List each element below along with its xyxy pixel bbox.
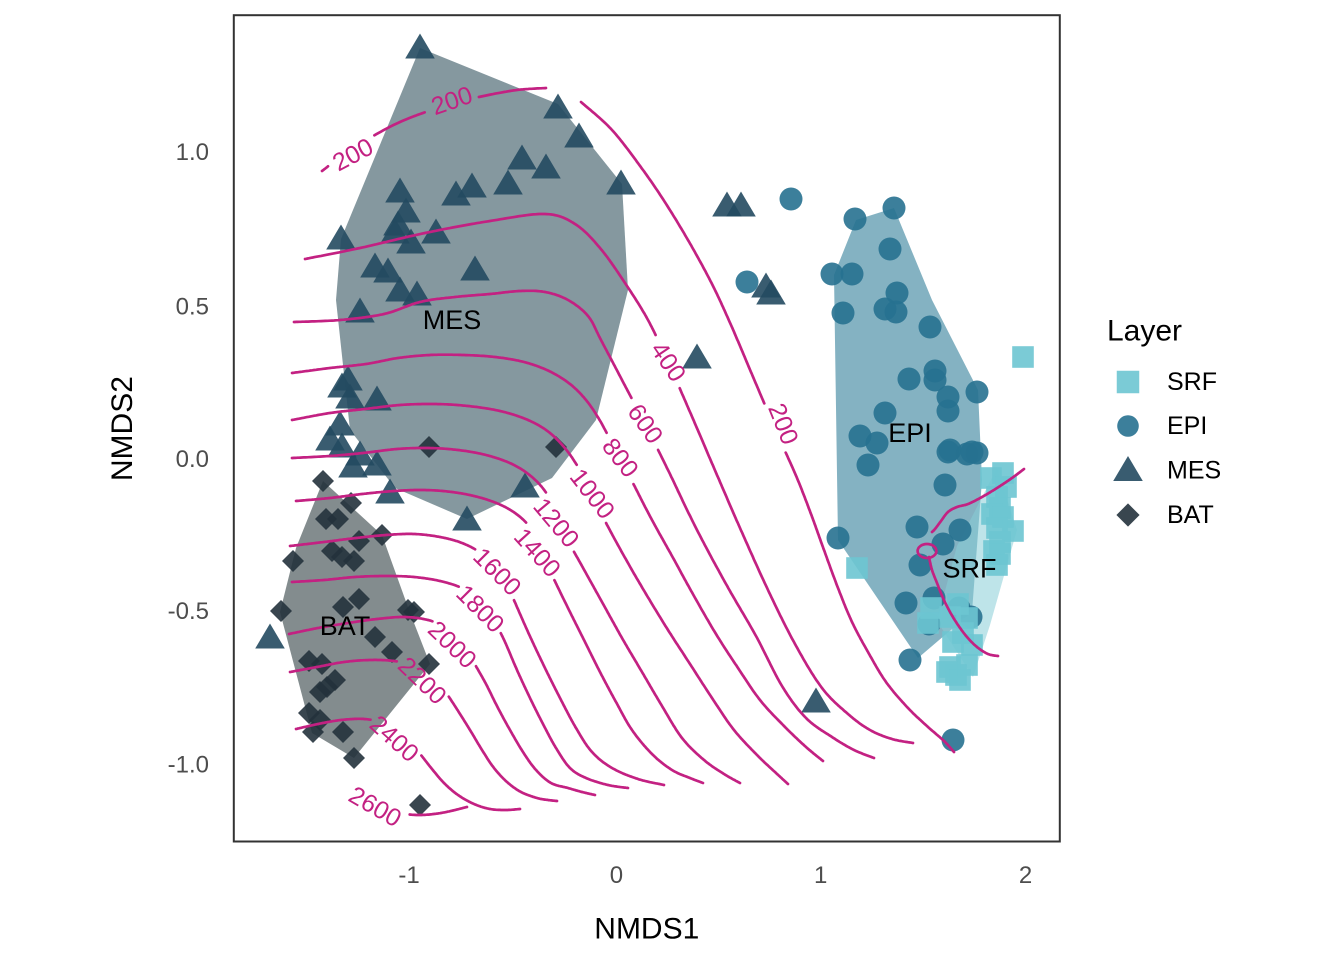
- svg-text:-0.5: -0.5: [168, 598, 209, 625]
- svg-text:1.0: 1.0: [176, 139, 209, 166]
- svg-text:NMDS1: NMDS1: [594, 913, 699, 946]
- svg-text:NMDS2: NMDS2: [106, 376, 139, 481]
- svg-text:SRF: SRF: [1167, 368, 1217, 396]
- svg-text:-1.0: -1.0: [168, 751, 209, 778]
- svg-text:MES: MES: [423, 305, 482, 335]
- svg-text:0: 0: [610, 862, 623, 889]
- svg-text:Layer: Layer: [1107, 315, 1182, 348]
- svg-text:SRF: SRF: [943, 554, 997, 584]
- svg-text:EPI: EPI: [1167, 412, 1207, 440]
- svg-text:0.0: 0.0: [176, 446, 209, 473]
- svg-text:EPI: EPI: [888, 418, 932, 448]
- svg-text:BAT: BAT: [320, 611, 371, 641]
- svg-text:BAT: BAT: [1167, 501, 1214, 529]
- svg-text:-1: -1: [398, 862, 419, 889]
- svg-text:0.5: 0.5: [176, 293, 209, 320]
- svg-text:MES: MES: [1167, 457, 1221, 485]
- svg-text:1: 1: [814, 862, 827, 889]
- svg-text:2: 2: [1019, 862, 1032, 889]
